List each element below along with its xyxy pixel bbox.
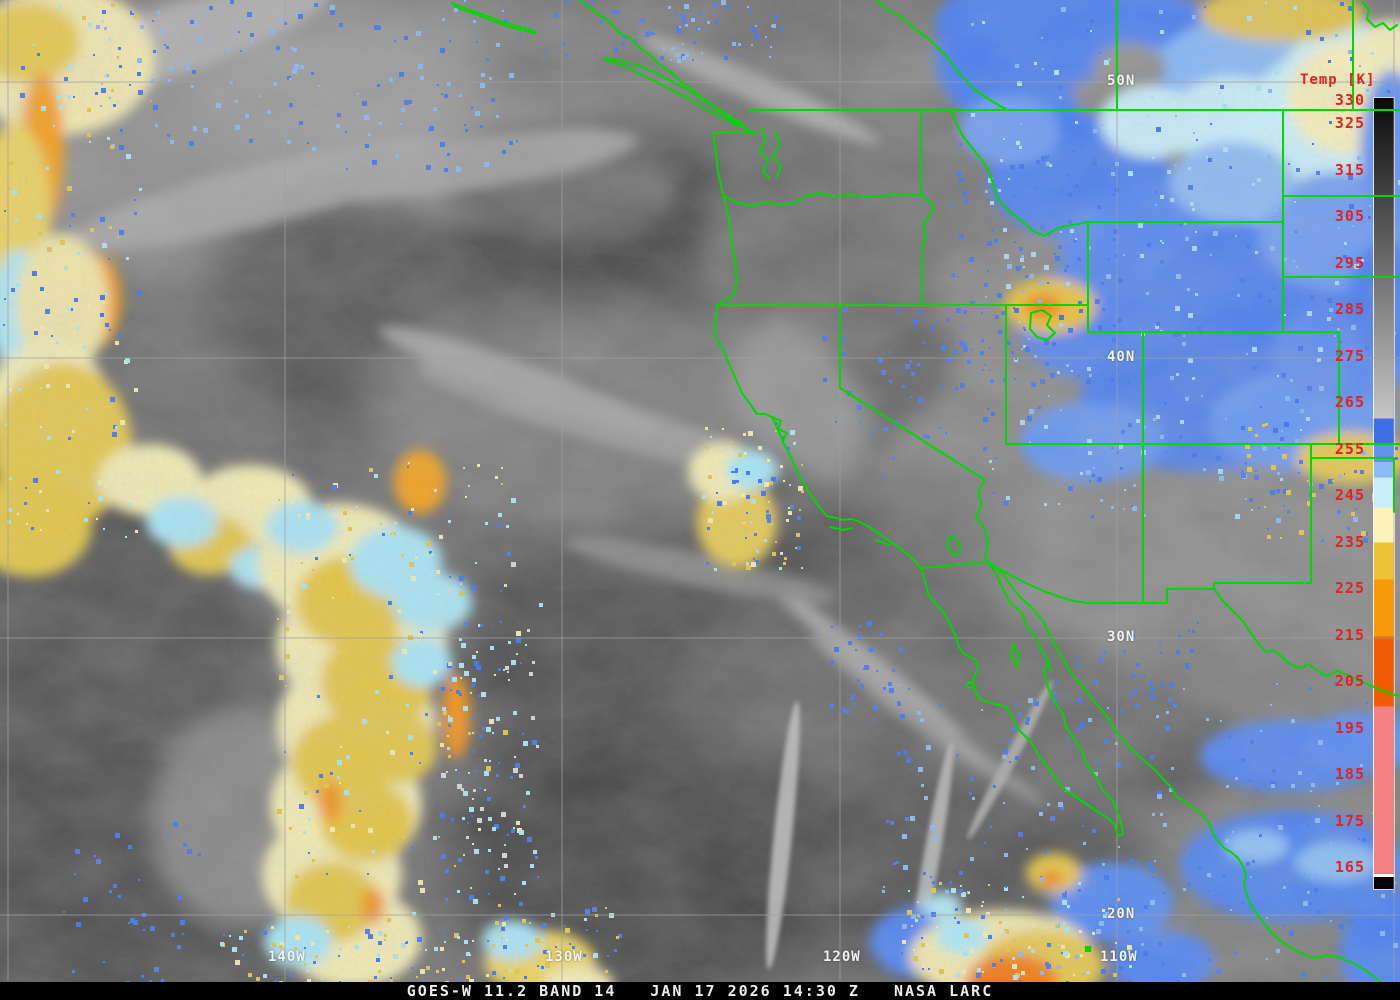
scale-tick-label: 325 xyxy=(1334,114,1365,132)
scale-tick-label: 165 xyxy=(1334,858,1365,876)
longitude-label-120W: 120W xyxy=(823,949,861,965)
scale-tick-label: 285 xyxy=(1334,300,1365,318)
caption-credit: NASA LARC xyxy=(893,982,994,1000)
scale-title: Temp [K] xyxy=(1300,72,1376,88)
latitude-label-30N: 30N xyxy=(1107,629,1136,645)
coastal-details-path xyxy=(451,0,1398,672)
scale-tick-label: 295 xyxy=(1334,254,1365,272)
islas-marias xyxy=(1085,946,1091,952)
scale-tick-label: 245 xyxy=(1334,486,1365,504)
scale-tick-label: 235 xyxy=(1334,533,1365,551)
longitude-label-140W: 140W xyxy=(268,949,306,965)
latitude-label-40N: 40N xyxy=(1107,349,1136,365)
latitude-label-50N: 50N xyxy=(1107,73,1136,89)
scale-tick-label: 195 xyxy=(1334,719,1365,737)
longitude-label-110W: 110W xyxy=(1100,949,1138,965)
state-borders-path xyxy=(715,0,1400,697)
coastline-path xyxy=(712,132,1397,998)
caption-product: GOES-W 11.2 BAND 14 xyxy=(406,982,617,1000)
salton-sea-outline xyxy=(946,536,962,556)
scale-tick-label: 175 xyxy=(1334,812,1365,830)
scale-tick-label: 205 xyxy=(1334,672,1365,690)
caption-bar: GOES-W 11.2 BAND 14 JAN 17 2026 14:30 Z … xyxy=(0,982,1400,1000)
scale-tick-label: 255 xyxy=(1334,440,1365,458)
longitude-label-130W: 130W xyxy=(545,949,583,965)
cedros-island xyxy=(966,681,974,689)
latitude-label-20N: 20N xyxy=(1107,906,1136,922)
scale-tick-label: 315 xyxy=(1334,161,1365,179)
caption-timestamp: JAN 17 2026 14:30 Z xyxy=(650,982,860,1000)
scale-tick-label: 330 xyxy=(1334,91,1365,109)
scale-tick-label: 185 xyxy=(1334,765,1365,783)
scale-tick-label: 305 xyxy=(1334,207,1365,225)
scale-tick-label: 265 xyxy=(1334,393,1365,411)
scale-tick-label: 275 xyxy=(1334,347,1365,365)
scale-tick-label: 225 xyxy=(1334,579,1365,597)
scale-tick-label: 215 xyxy=(1334,626,1365,644)
geographic-borders xyxy=(451,0,1400,998)
